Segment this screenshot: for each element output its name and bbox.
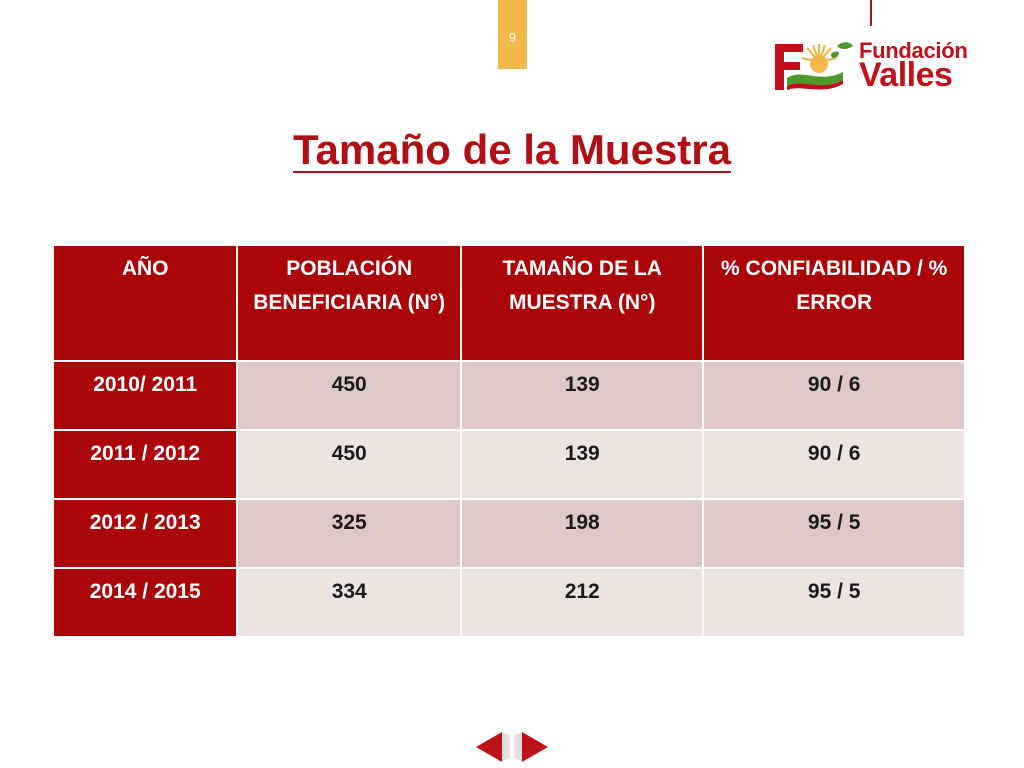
table-row: 2011 / 2012 450 139 90 / 6: [51, 429, 966, 500]
fundacion-valles-logo: Fundación Valles: [773, 38, 973, 94]
slide-navigation: [476, 732, 548, 764]
logo-text-valles: Valles: [859, 56, 953, 94]
header-tamano: TAMAÑO DE LA MUESTRA (N°): [460, 244, 705, 362]
cell-year: 2011 / 2012: [51, 429, 239, 500]
page-number-tab: 9: [498, 0, 527, 69]
header-poblacion: POBLACIÓN BENEFICIARIA (N°): [236, 244, 463, 362]
cell-poblacion: 450: [236, 360, 463, 431]
cell-poblacion: 325: [236, 498, 463, 569]
header-ano: AÑO: [51, 244, 239, 362]
cell-confiabilidad: 90 / 6: [702, 360, 966, 431]
cell-poblacion: 334: [236, 567, 463, 638]
cell-year: 2014 / 2015: [51, 567, 239, 638]
decorative-divider: [870, 0, 872, 26]
sample-size-table: AÑO POBLACIÓN BENEFICIARIA (N°) TAMAÑO D…: [51, 244, 966, 638]
cell-tamano: 139: [460, 429, 705, 500]
cell-year: 2010/ 2011: [51, 360, 239, 431]
cell-tamano: 139: [460, 360, 705, 431]
cell-confiabilidad: 95 / 5: [702, 498, 966, 569]
page-title-container: Tamaño de la Muestra: [0, 126, 1024, 174]
table-row: 2014 / 2015 334 212 95 / 5: [51, 567, 966, 638]
table-header-row: AÑO POBLACIÓN BENEFICIARIA (N°) TAMAÑO D…: [51, 244, 966, 362]
logo-text-fundacion: Fundación: [859, 38, 968, 63]
table-row: 2010/ 2011 450 139 90 / 6: [51, 360, 966, 431]
page-number: 9: [508, 30, 517, 45]
table-row: 2012 / 2013 325 198 95 / 5: [51, 498, 966, 569]
header-confiabilidad: % CONFIABILIDAD / % ERROR: [702, 244, 966, 362]
arrow-left-icon[interactable]: [476, 732, 510, 762]
cell-confiabilidad: 90 / 6: [702, 429, 966, 500]
cell-tamano: 212: [460, 567, 705, 638]
arrow-right-icon[interactable]: [514, 732, 548, 762]
page-title: Tamaño de la Muestra: [292, 126, 731, 173]
cell-tamano: 198: [460, 498, 705, 569]
cell-poblacion: 450: [236, 429, 463, 500]
cell-year: 2012 / 2013: [51, 498, 239, 569]
cell-confiabilidad: 95 / 5: [702, 567, 966, 638]
logo-emblem-icon: [775, 42, 853, 90]
